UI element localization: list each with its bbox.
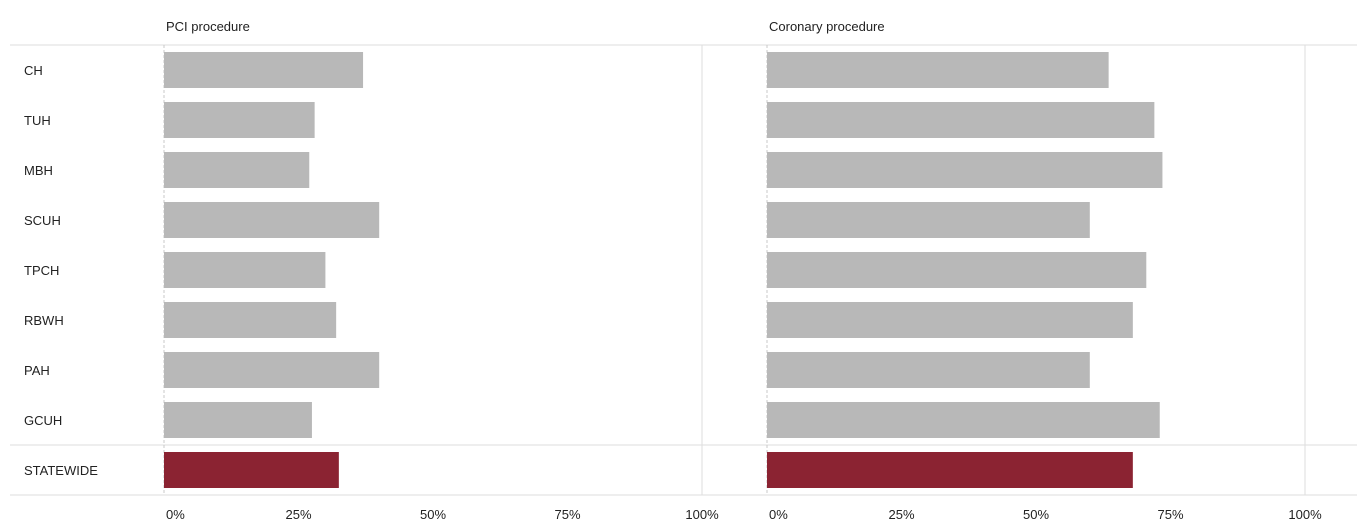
bar-pci-statewide bbox=[164, 452, 339, 488]
bar-pci-tpch bbox=[164, 252, 326, 288]
bar-coronary-scuh bbox=[767, 202, 1090, 238]
x-tick-label: 75% bbox=[554, 507, 580, 522]
row-label-mbh: MBH bbox=[24, 163, 53, 178]
x-tick-label: 50% bbox=[1023, 507, 1049, 522]
bar-coronary-gcuh bbox=[767, 402, 1160, 438]
panel-title-1: Coronary procedure bbox=[769, 19, 885, 34]
bar-pci-tuh bbox=[164, 102, 315, 138]
panel-title-0: PCI procedure bbox=[166, 19, 250, 34]
x-tick-label: 75% bbox=[1157, 507, 1183, 522]
bar-coronary-pah bbox=[767, 352, 1090, 388]
row-label-rbwh: RBWH bbox=[24, 313, 64, 328]
bar-coronary-mbh bbox=[767, 152, 1163, 188]
bar-coronary-ch bbox=[767, 52, 1109, 88]
bar-coronary-tpch bbox=[767, 252, 1147, 288]
x-tick-label: 25% bbox=[285, 507, 311, 522]
bar-coronary-statewide bbox=[767, 452, 1133, 488]
x-tick-label: 0% bbox=[769, 507, 788, 522]
bar-coronary-tuh bbox=[767, 102, 1155, 138]
bar-pci-scuh bbox=[164, 202, 380, 238]
x-tick-label: 50% bbox=[420, 507, 446, 522]
row-label-gcuh: GCUH bbox=[24, 413, 62, 428]
x-tick-label: 100% bbox=[1288, 507, 1322, 522]
bar-pci-pah bbox=[164, 352, 380, 388]
x-tick-label: 25% bbox=[888, 507, 914, 522]
x-tick-label: 100% bbox=[685, 507, 719, 522]
row-label-ch: CH bbox=[24, 63, 43, 78]
x-tick-label: 0% bbox=[166, 507, 185, 522]
row-label-pah: PAH bbox=[24, 363, 50, 378]
row-label-tuh: TUH bbox=[24, 113, 51, 128]
row-label-tpch: TPCH bbox=[24, 263, 59, 278]
bar-pci-mbh bbox=[164, 152, 310, 188]
bar-pci-ch bbox=[164, 52, 364, 88]
row-label-statewide: STATEWIDE bbox=[24, 463, 98, 478]
row-label-scuh: SCUH bbox=[24, 213, 61, 228]
bar-coronary-rbwh bbox=[767, 302, 1133, 338]
bar-pci-gcuh bbox=[164, 402, 312, 438]
bar-pci-rbwh bbox=[164, 302, 337, 338]
